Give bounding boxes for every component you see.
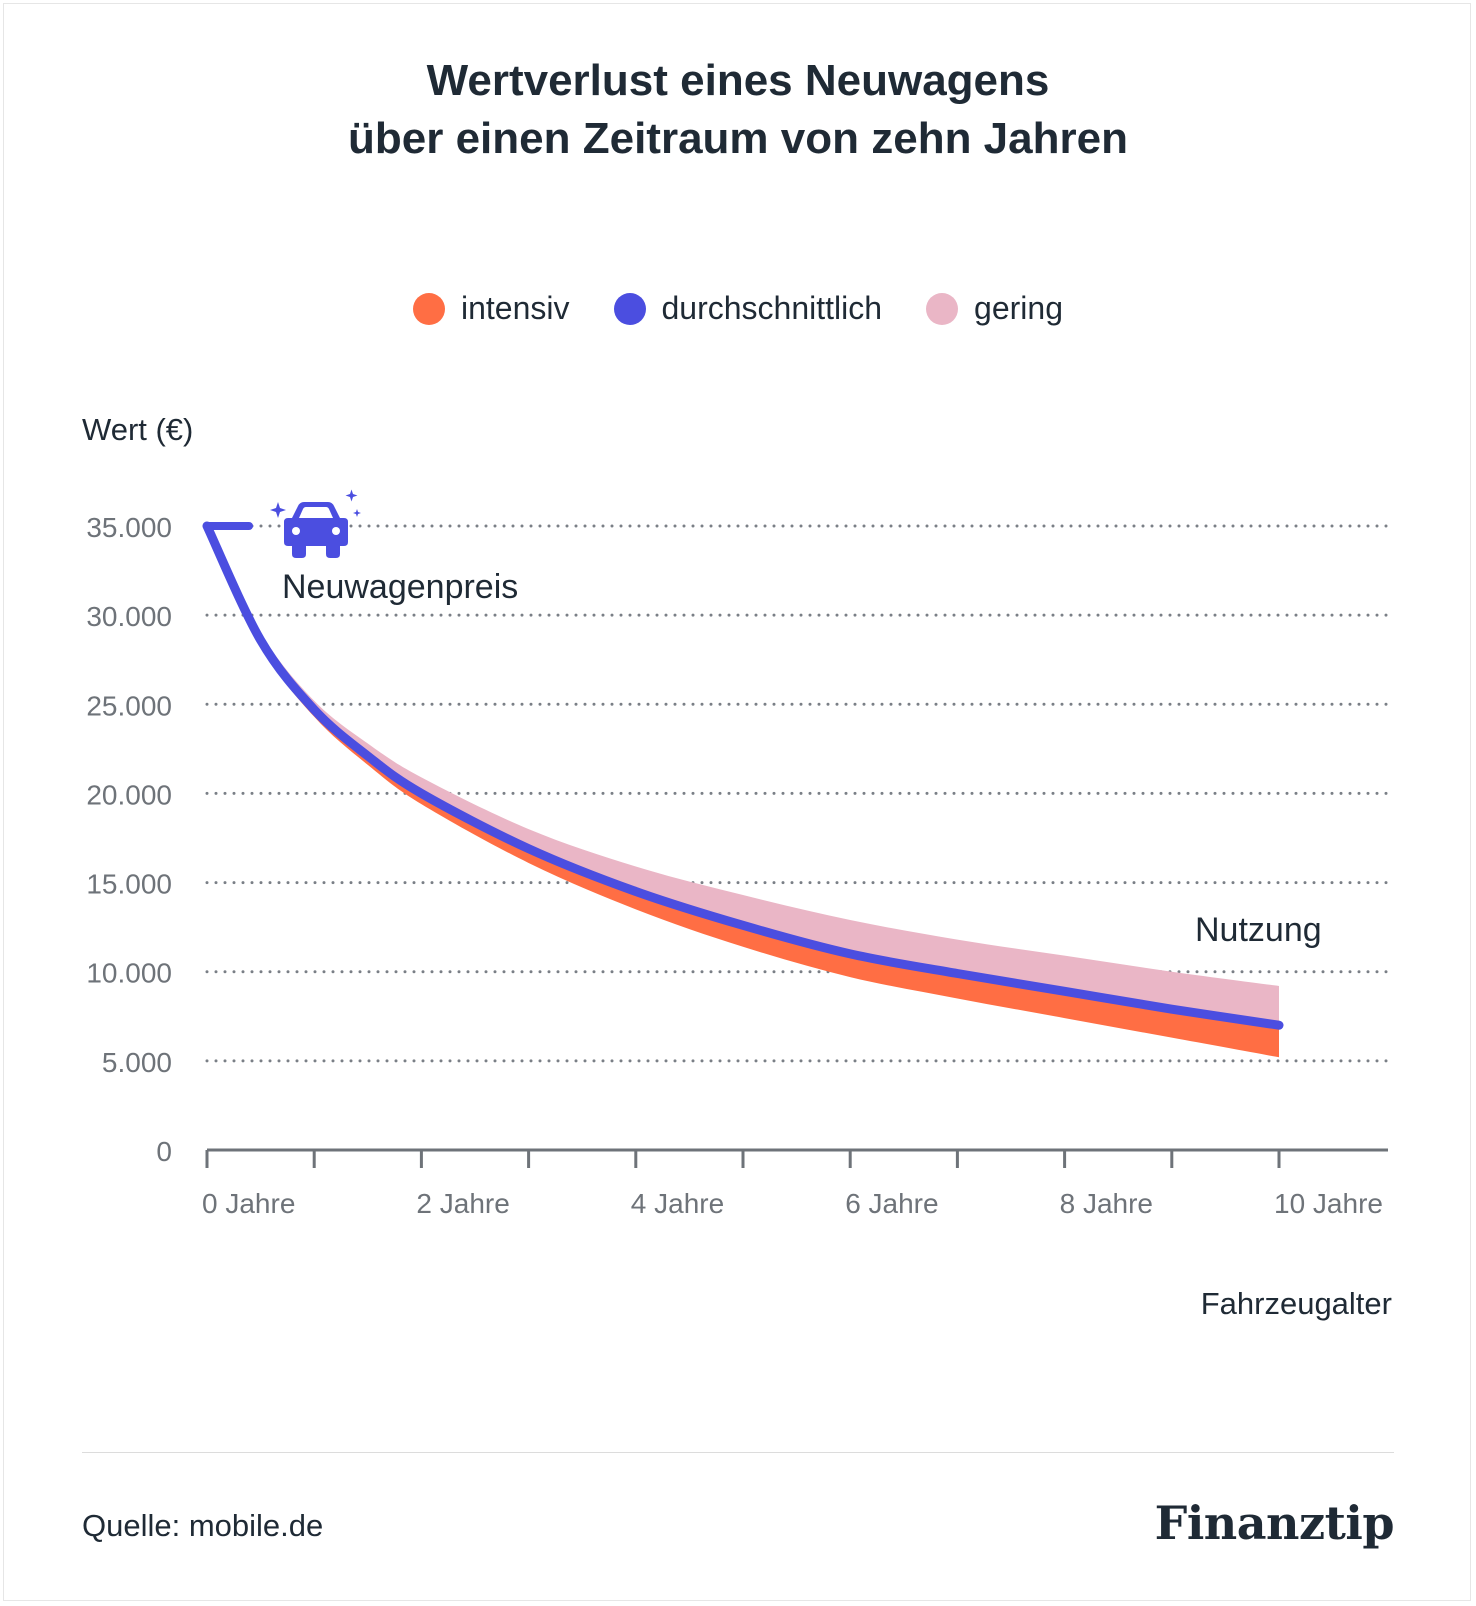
y-tick-label: 35.000: [86, 512, 172, 543]
x-tick-label: 0 Jahre: [202, 1188, 295, 1219]
car-icon: [270, 489, 361, 558]
x-tick-label: 8 Jahre: [1060, 1188, 1153, 1219]
annotation-neuwagenpreis: Neuwagenpreis: [282, 568, 518, 606]
annotation-nutzung: Nutzung: [1195, 911, 1322, 949]
x-axis-label: Fahrzeugalter: [1200, 1286, 1392, 1321]
legend-label-intensiv: intensiv: [461, 290, 570, 326]
axis-layer: [205, 1148, 1388, 1168]
y-axis-label: Wert (€): [82, 412, 194, 447]
finanztip-logo: Finanztip: [1154, 1496, 1395, 1550]
legend-item-intensiv: intensiv: [413, 290, 570, 327]
legend-dot-durchschnittlich: [613, 292, 646, 325]
chart-frame: [3, 3, 1471, 1601]
y-tick-label: 10.000: [86, 958, 172, 989]
y-tick-label: 5.000: [102, 1047, 172, 1078]
label-layer: 0 5.000 10.000 15.000 20.000 25.000 30.000 35.0…: [86, 512, 1383, 1219]
legend: intensiv durchschnittlich gering: [0, 290, 1476, 327]
car-icon: [270, 489, 361, 558]
y-tick-label: 20.000: [86, 779, 172, 810]
title-line-2: über einen Zeitraum von zehn Jahren: [348, 114, 1128, 163]
x-tick-label: 6 Jahre: [845, 1188, 938, 1219]
legend-dot-gering: [926, 292, 959, 325]
grid-layer: [205, 524, 1390, 1063]
x-tick-label: 2 Jahre: [416, 1188, 509, 1219]
line-durchschnittlich: [202, 521, 1284, 1030]
source-text: Quelle: mobile.de: [82, 1508, 324, 1543]
legend-label-gering: gering: [974, 290, 1063, 326]
footer-divider: [82, 1452, 1394, 1453]
legend-item-gering: gering: [926, 290, 1063, 327]
legend-item-durchschnittlich: durchschnittlich: [613, 290, 883, 327]
y-tick-label: 25.000: [86, 690, 172, 721]
legend-dot-intensiv: [413, 292, 445, 325]
y-tick-label: 30.000: [86, 601, 172, 632]
chart-title: Wertverlust eines Neuwagens über einen Z…: [0, 52, 1476, 168]
y-tick-label: 0: [156, 1136, 172, 1167]
legend-label-durchschnittlich: durchschnittlich: [661, 290, 883, 326]
area-layer: [202, 521, 1284, 1058]
title-line-1: Wertverlust eines Neuwagens: [426, 56, 1050, 105]
y-tick-label: 15.000: [86, 869, 172, 900]
x-tick-label: 10 Jahre: [1274, 1188, 1383, 1219]
x-tick-label: 4 Jahre: [631, 1188, 724, 1219]
